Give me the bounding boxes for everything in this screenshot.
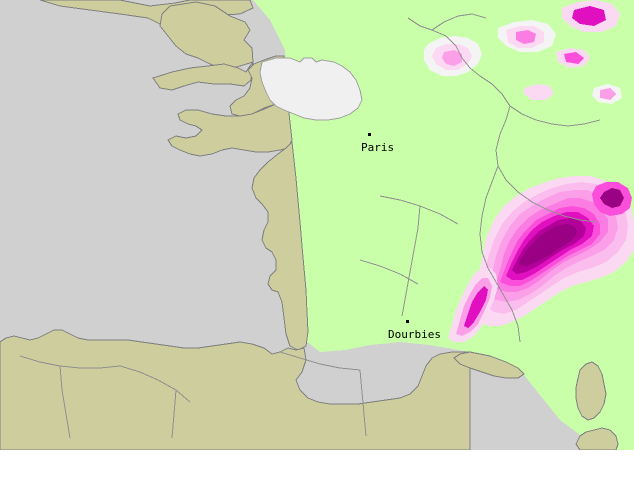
map-canvas[interactable]: Paris Dourbies [0, 0, 634, 450]
administrative-borders [19, 13, 601, 439]
land-mediterranean-coast [453, 351, 525, 379]
city-label-paris: Paris [361, 141, 395, 154]
land-wales-southwest-england [159, 1, 254, 71]
land-iberia [0, 329, 471, 450]
snow-field-germany [498, 0, 622, 104]
snow-field-belgium [424, 36, 482, 76]
land-corsica [575, 361, 607, 421]
legend-footer: Snow accu. [cm] ICON-D2 Sa 18-01-2025 15… [0, 450, 634, 490]
land-west-france [251, 140, 309, 351]
city-marker-dourbies [406, 320, 409, 323]
map-graphic [0, 0, 634, 450]
no-snow-white-zone [259, 57, 363, 121]
city-label-dourbies: Dourbies [388, 328, 441, 341]
city-marker-paris [368, 133, 371, 136]
snow-field-alps [448, 176, 634, 342]
land-sardinia [575, 427, 619, 450]
land-brittany [167, 103, 293, 157]
